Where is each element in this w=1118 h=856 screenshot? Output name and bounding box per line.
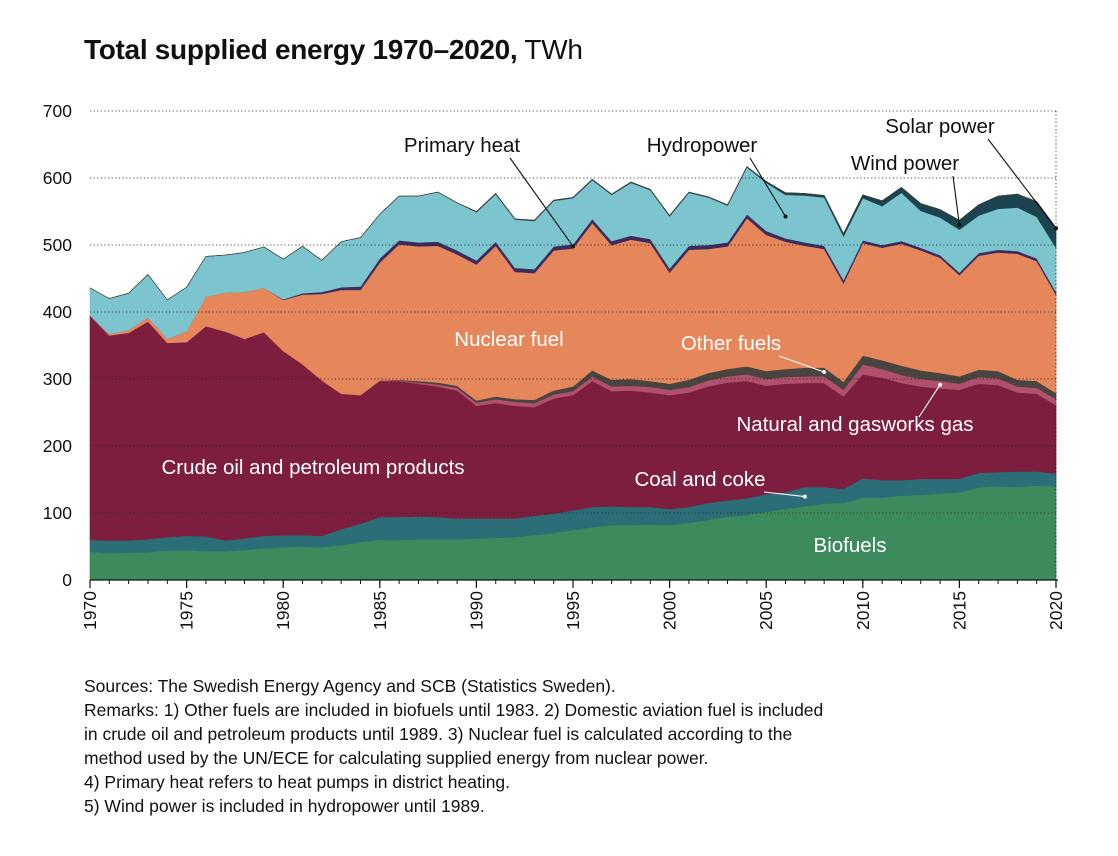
label-other-fuels: Other fuels bbox=[681, 332, 781, 355]
x-tick-label-1975: 1975 bbox=[177, 591, 197, 630]
leader-dot-natural-and-gasworks-gas bbox=[938, 382, 943, 387]
remark-line-1: Remarks: 1) Other fuels are included in … bbox=[84, 700, 824, 720]
y-tick-label-400: 400 bbox=[43, 302, 72, 322]
label-hydropower: Hydropower bbox=[647, 134, 758, 157]
x-tick-label-2000: 2000 bbox=[660, 591, 680, 630]
leader-coal-and-coke bbox=[763, 491, 805, 498]
remark-line-5: 5) Wind power is included in hydropower … bbox=[84, 796, 485, 816]
y-tick-label-500: 500 bbox=[43, 235, 72, 255]
chart-notes: Sources: The Swedish Energy Agency and S… bbox=[84, 674, 823, 818]
label-biofuels: Biofuels bbox=[814, 534, 887, 557]
leader-primary-heat bbox=[509, 157, 574, 247]
y-tick-label-0: 0 bbox=[62, 570, 72, 590]
leader-wind-power bbox=[952, 175, 960, 225]
label-nuclear-fuel: Nuclear fuel bbox=[454, 328, 563, 351]
x-tick-label-1990: 1990 bbox=[466, 591, 486, 630]
leader-dot-primary-heat bbox=[571, 244, 575, 249]
x-tick-label-1980: 1980 bbox=[273, 591, 293, 630]
label-solar-power: Solar power bbox=[885, 115, 995, 138]
leader-natural-and-gasworks-gas bbox=[918, 384, 941, 418]
x-tick-label-1995: 1995 bbox=[563, 591, 583, 630]
leader-dot-coal-and-coke bbox=[802, 494, 807, 499]
y-tick-label-600: 600 bbox=[43, 168, 72, 188]
chart-title-unit: TWh bbox=[524, 34, 583, 65]
leader-solar-power bbox=[987, 138, 1057, 229]
label-primary-heat: Primary heat bbox=[404, 134, 521, 157]
remark-line-4: 4) Primary heat refers to heat pumps in … bbox=[84, 772, 511, 792]
x-tick-label-1985: 1985 bbox=[370, 591, 390, 630]
remark-line-2: in crude oil and petroleum products unti… bbox=[84, 724, 793, 744]
x-tick-label-2005: 2005 bbox=[756, 591, 776, 630]
leader-dot-wind-power bbox=[957, 222, 962, 227]
leader-dot-hydropower bbox=[783, 214, 788, 219]
source-note: Sources: The Swedish Energy Agency and S… bbox=[84, 676, 616, 696]
y-tick-label-300: 300 bbox=[43, 369, 72, 389]
y-tick-label-700: 700 bbox=[43, 101, 72, 121]
x-tick-label-2010: 2010 bbox=[853, 591, 873, 630]
remark-line-3: method used by the UN/ECE for calculatin… bbox=[84, 748, 709, 768]
y-tick-label-100: 100 bbox=[43, 503, 72, 523]
label-coal-and-coke: Coal and coke bbox=[634, 468, 765, 491]
leader-dot-solar-power bbox=[1054, 226, 1058, 231]
x-tick-label-2020: 2020 bbox=[1046, 591, 1066, 630]
stacked-area-chart: 0 100 200 300 400 500 600 700 1970 1975 1980 1985 19… bbox=[43, 101, 1066, 630]
label-wind-power: Wind power bbox=[851, 152, 959, 175]
chart-title-main: Total supplied energy 1970–2020, bbox=[84, 34, 518, 65]
y-tick-label-200: 200 bbox=[43, 436, 72, 456]
label-natural-and-gasworks-gas: Natural and gasworks gas bbox=[736, 413, 973, 436]
x-tick-label-1970: 1970 bbox=[80, 591, 100, 630]
leader-other-fuels bbox=[778, 355, 825, 373]
x-tick-label-2015: 2015 bbox=[949, 591, 969, 630]
chart-title: Total supplied energy 1970–2020, TWh bbox=[84, 34, 583, 66]
leader-hydropower bbox=[749, 157, 786, 217]
label-crude-oil-and-petroleum-products: Crude oil and petroleum products bbox=[161, 456, 464, 479]
leader-dot-other-fuels bbox=[822, 369, 827, 374]
